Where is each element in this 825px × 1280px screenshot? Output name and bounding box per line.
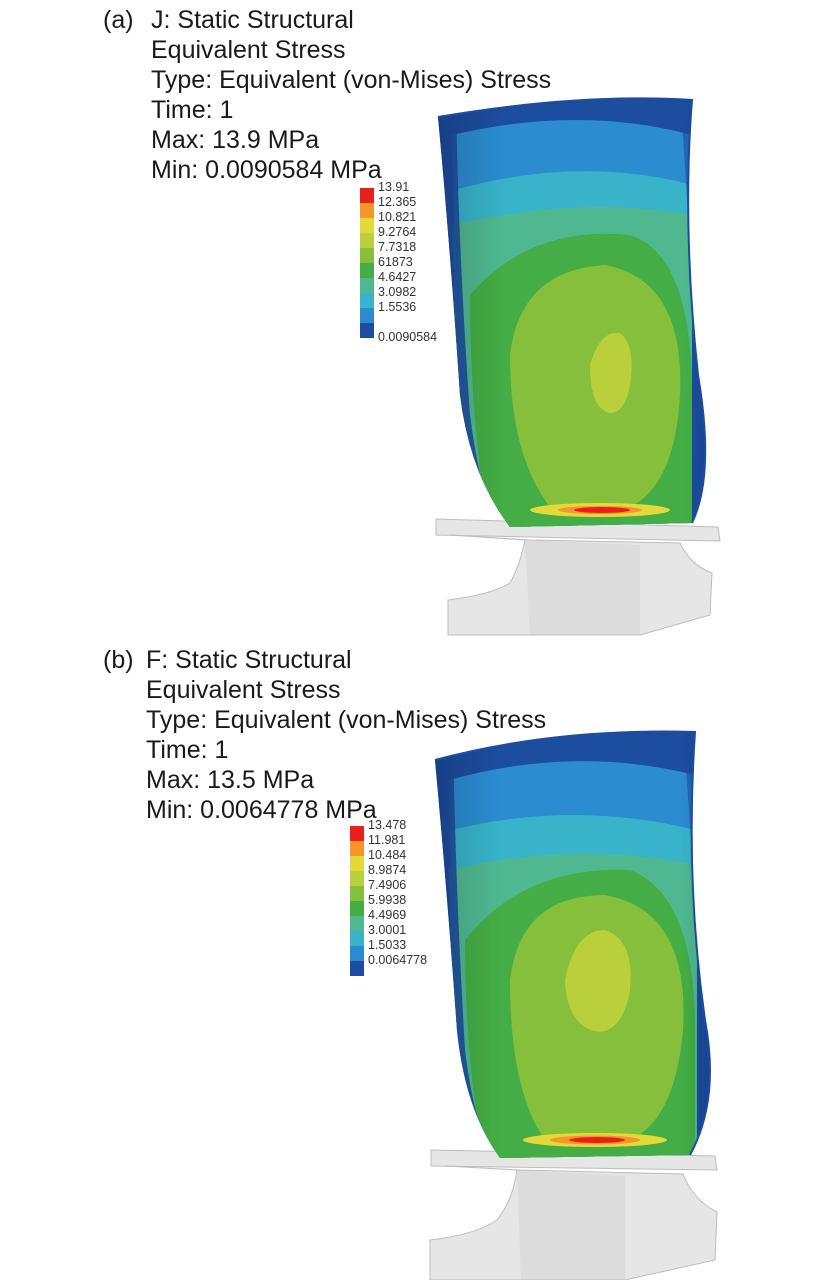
legend-swatch bbox=[360, 233, 374, 248]
legend-swatch bbox=[360, 248, 374, 263]
legend-swatch bbox=[350, 886, 364, 901]
legend-value: 7.7318 bbox=[378, 240, 417, 254]
panel-label: (a) bbox=[103, 6, 134, 34]
stress-contour bbox=[438, 98, 706, 528]
legend-swatch bbox=[360, 293, 374, 308]
result-type: Type: Equivalent (von-Mises) Stress bbox=[151, 66, 552, 94]
result-min: Min: 0.0090584 MPa bbox=[151, 156, 382, 184]
result-time: Time: 1 bbox=[151, 96, 234, 124]
result-max: Max: 13.9 MPa bbox=[151, 126, 320, 154]
result-header: F: Static Structural Equivalent Stress T… bbox=[146, 645, 546, 825]
blade-model bbox=[430, 95, 730, 640]
legend-value: 10.484 bbox=[368, 848, 407, 862]
panel-a: (a) J: Static Structural Equivalent Stre… bbox=[103, 5, 730, 640]
legend-swatch bbox=[350, 916, 364, 931]
legend-value: 12.365 bbox=[378, 195, 417, 209]
legend-swatch bbox=[350, 961, 364, 976]
legend-value: 11.981 bbox=[368, 833, 406, 847]
legend-swatch bbox=[360, 218, 374, 233]
legend-value: 5.9938 bbox=[368, 893, 407, 907]
result-name: Equivalent Stress bbox=[146, 676, 341, 704]
legend-value: 7.4906 bbox=[368, 878, 407, 892]
panel-b: (b) F: Static Structural Equivalent Stre… bbox=[0, 640, 825, 1280]
analysis-title: F: Static Structural bbox=[146, 646, 352, 674]
legend-value: 10.821 bbox=[378, 210, 417, 224]
legend-swatch bbox=[350, 871, 364, 886]
legend-value: 3.0001 bbox=[368, 923, 407, 937]
result-header: J: Static Structural Equivalent Stress T… bbox=[151, 5, 551, 185]
legend-value: 8.9874 bbox=[368, 863, 407, 877]
result-time: Time: 1 bbox=[146, 736, 229, 764]
result-type: Type: Equivalent (von-Mises) Stress bbox=[146, 706, 547, 734]
legend-value: 0.0090584 bbox=[378, 330, 438, 344]
legend-value: 9.2764 bbox=[378, 225, 417, 239]
legend-swatch bbox=[350, 826, 364, 841]
legend-value: 1.5536 bbox=[378, 300, 417, 314]
legend-value: 13.91 bbox=[378, 180, 410, 194]
legend-value: 1.5033 bbox=[368, 938, 407, 952]
legend-swatch bbox=[350, 856, 364, 871]
legend-swatch bbox=[350, 841, 364, 856]
legend-swatch bbox=[360, 188, 374, 203]
legend-swatch bbox=[350, 931, 364, 946]
legend-value: 61873 bbox=[378, 255, 413, 269]
legend-value: 3.0982 bbox=[378, 285, 417, 299]
legend-swatch bbox=[360, 278, 374, 293]
legend-value: 4.6427 bbox=[378, 270, 417, 284]
legend-swatch bbox=[360, 323, 374, 338]
legend-value: 0.0064778 bbox=[368, 953, 428, 967]
legend-swatch bbox=[350, 901, 364, 916]
legend-swatch bbox=[360, 203, 374, 218]
panel-label: (b) bbox=[103, 646, 134, 674]
legend-swatch bbox=[360, 263, 374, 278]
blade-model bbox=[425, 730, 725, 1280]
legend-value: 4.4969 bbox=[368, 908, 407, 922]
legend-value: 13.478 bbox=[368, 818, 407, 832]
result-max: Max: 13.5 MPa bbox=[146, 766, 315, 794]
result-min: Min: 0.0064778 MPa bbox=[146, 796, 377, 824]
legend-swatch bbox=[360, 308, 374, 323]
blade-root bbox=[435, 518, 721, 636]
analysis-title: J: Static Structural bbox=[151, 6, 354, 34]
legend-swatch bbox=[350, 946, 364, 961]
result-name: Equivalent Stress bbox=[151, 36, 346, 64]
stress-contour bbox=[435, 731, 710, 1159]
blade-root bbox=[429, 1149, 718, 1280]
